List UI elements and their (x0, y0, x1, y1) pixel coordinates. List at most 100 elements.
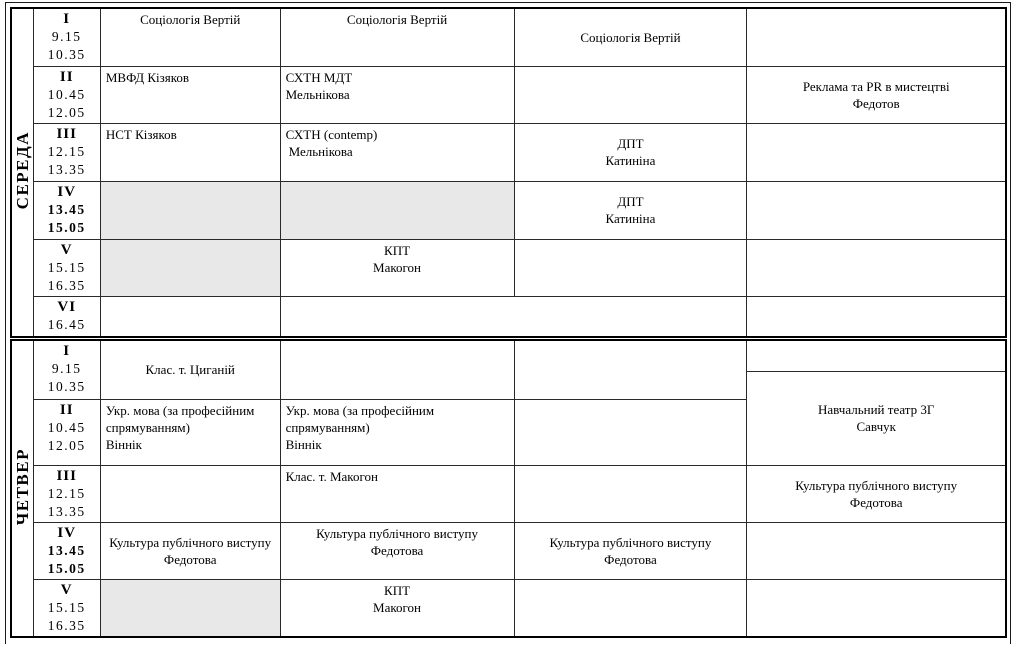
lesson-cell: Культура публічного виступу Федотова (513, 521, 748, 580)
lesson-cell-empty (513, 464, 748, 523)
lesson-subject: Культура публічного виступу (549, 534, 712, 550)
lesson-teacher: Федотова (849, 494, 903, 510)
lesson-teacher: Віннік (285, 436, 322, 452)
lesson-subject: КПТ (384, 242, 411, 258)
lesson-cell-empty (746, 180, 1007, 240)
period-number: V (60, 241, 73, 258)
lesson-cell: Реклама та PR в мистецтві Федотов (746, 65, 1007, 124)
lesson-subject: Реклама та PR в мистецтві (802, 78, 950, 94)
lesson-cell: Соціологія Вертій (513, 7, 748, 67)
period-number: IV (57, 183, 77, 200)
lesson-cell: Укр. мова (за професійним спрямуванням) В… (99, 398, 281, 466)
period-start-time: 15.15 (47, 259, 86, 275)
lesson-cell-empty (746, 578, 1007, 637)
lesson-cell-empty (746, 521, 1007, 580)
lesson-cell: Клас. т. Циганій (99, 339, 281, 400)
lesson-subject: Культура публічного виступу (795, 477, 958, 493)
period-cell: II 10.45 12.05 (32, 398, 101, 466)
lesson-cell: КПТ Макогон (279, 578, 515, 637)
lesson-teacher: Макогон (373, 599, 421, 615)
lesson-cell-empty (99, 464, 281, 523)
day-label: СЕРЕДА (12, 131, 32, 210)
period-cell: VI 16.45 (32, 295, 101, 338)
lesson-cell-empty (513, 578, 748, 637)
lesson-cell: МВФД Кізяков (99, 65, 281, 124)
period-end-time: 13.35 (47, 503, 86, 519)
lesson-subject: СХТН (contemp) (285, 126, 378, 142)
period-end-time: 13.35 (47, 161, 86, 177)
period-start-time: 12.15 (47, 143, 86, 159)
lesson-teacher: Макогон (373, 259, 421, 275)
lesson-teacher: Федотова (370, 542, 424, 558)
lesson-teacher: Мельнікова (288, 143, 353, 159)
lesson-subject: Соціологія Вертій (580, 29, 681, 45)
day-label-cell: ЧЕТВЕР (10, 339, 34, 637)
lesson-cell: Соціологія Вертій (99, 7, 281, 67)
period-end-time: 12.05 (47, 104, 86, 120)
lesson-cell: ДПТ Катиніна (513, 180, 748, 240)
schedule-table-wednesday: СЕРЕДА I 9.15 10.35 Соціологія Вертій Со… (10, 7, 1007, 338)
lesson-subject: Клас. т. Циганій (145, 362, 235, 378)
lesson-subject: Навчальний театр 3Г (818, 402, 935, 417)
period-end-time: 10.35 (47, 379, 86, 394)
lesson-teacher: Федотов (852, 95, 900, 111)
day-label-cell: СЕРЕДА (10, 7, 34, 338)
lesson-cell-merged-empty (279, 295, 748, 338)
lesson-cell-empty (279, 339, 515, 400)
period-cell: III 12.15 13.35 (32, 122, 101, 182)
period-number: II (59, 401, 74, 418)
period-number: II (59, 68, 74, 85)
lesson-cell: ДПТ Катиніна (513, 122, 748, 182)
lesson-cell-empty (746, 238, 1007, 297)
period-end-time: 15.05 (47, 219, 86, 235)
lesson-cell-empty (99, 295, 281, 338)
day-label: ЧЕТВЕР (12, 447, 32, 525)
lesson-teacher: Віннік (105, 436, 142, 452)
lesson-cell: СХТН (contemp) Мельнікова (279, 122, 515, 182)
period-end-time: 15.05 (47, 560, 86, 576)
period-end-time: 12.05 (47, 437, 86, 453)
schedule-outer-frame: СЕРЕДА I 9.15 10.35 Соціологія Вертій Со… (5, 2, 1011, 644)
lesson-teacher: Катиніна (605, 153, 656, 168)
period-row-2: II 10.45 12.05 МВФД Кізяков СХТН МДТ Мель… (11, 65, 1007, 124)
lesson-teacher: Савчук (856, 419, 896, 434)
lesson-subject: МВФД Кізяков (105, 69, 190, 85)
period-start-time: 10.45 (47, 419, 86, 435)
period-start-time: 10.45 (47, 86, 86, 102)
period-start-time: 12.15 (47, 485, 86, 501)
lesson-cell: Культура публічного виступу Федотова (99, 521, 281, 580)
period-row-2: II 10.45 12.05 Укр. мова (за професійним… (11, 398, 1006, 466)
lesson-teacher: Мельнікова (285, 86, 350, 102)
period-cell: V 15.15 16.35 (32, 578, 101, 637)
lesson-cell-empty (746, 7, 1007, 67)
period-row-5: V 15.15 16.35 КПТ Макогон (11, 238, 1007, 297)
period-start-time: 15.15 (47, 599, 86, 615)
period-number: I (63, 343, 71, 359)
period-number: IV (57, 524, 77, 541)
lesson-cell: НСТ Кізяков (99, 122, 281, 182)
period-start-time: 16.45 (47, 316, 86, 332)
lesson-cell-empty (513, 65, 748, 124)
lesson-cell: Культура публічного виступу Федотова (279, 521, 515, 580)
period-row-5: V 15.15 16.35 КПТ Макогон (11, 578, 1007, 637)
period-row-4: IV 13.45 15.05 ДПТ Катиніна (11, 180, 1007, 240)
lesson-teacher: Федотова (604, 551, 657, 567)
period-row-3: III 12.15 13.35 Клас. т. Макогон Культур… (11, 464, 1007, 523)
split-empty-subcell (747, 341, 1005, 372)
lesson-cell-empty (746, 295, 1007, 338)
lesson-cell-shaded (99, 238, 281, 297)
lesson-cell-shaded (99, 578, 281, 637)
lesson-subject: Соціологія Вертій (346, 12, 448, 27)
lesson-subject: Клас. т. Макогон (285, 468, 378, 484)
lesson-subject: Укр. мова (за професійним спрямуванням) (285, 402, 435, 435)
lesson-cell-empty (513, 339, 748, 400)
lesson-cell: Укр. мова (за професійним спрямуванням) В… (279, 398, 515, 466)
lesson-subject: КПТ (384, 582, 411, 598)
period-number: V (60, 581, 73, 598)
lesson-cell-empty (746, 122, 1007, 182)
lesson-teacher: Катиніна (605, 211, 656, 226)
lesson-subject: ДПТ (617, 136, 644, 151)
lesson-cell: КПТ Макогон (279, 238, 515, 297)
period-end-time: 16.35 (47, 617, 86, 633)
lesson-subject: Укр. мова (за професійним спрямуванням) (105, 402, 255, 435)
